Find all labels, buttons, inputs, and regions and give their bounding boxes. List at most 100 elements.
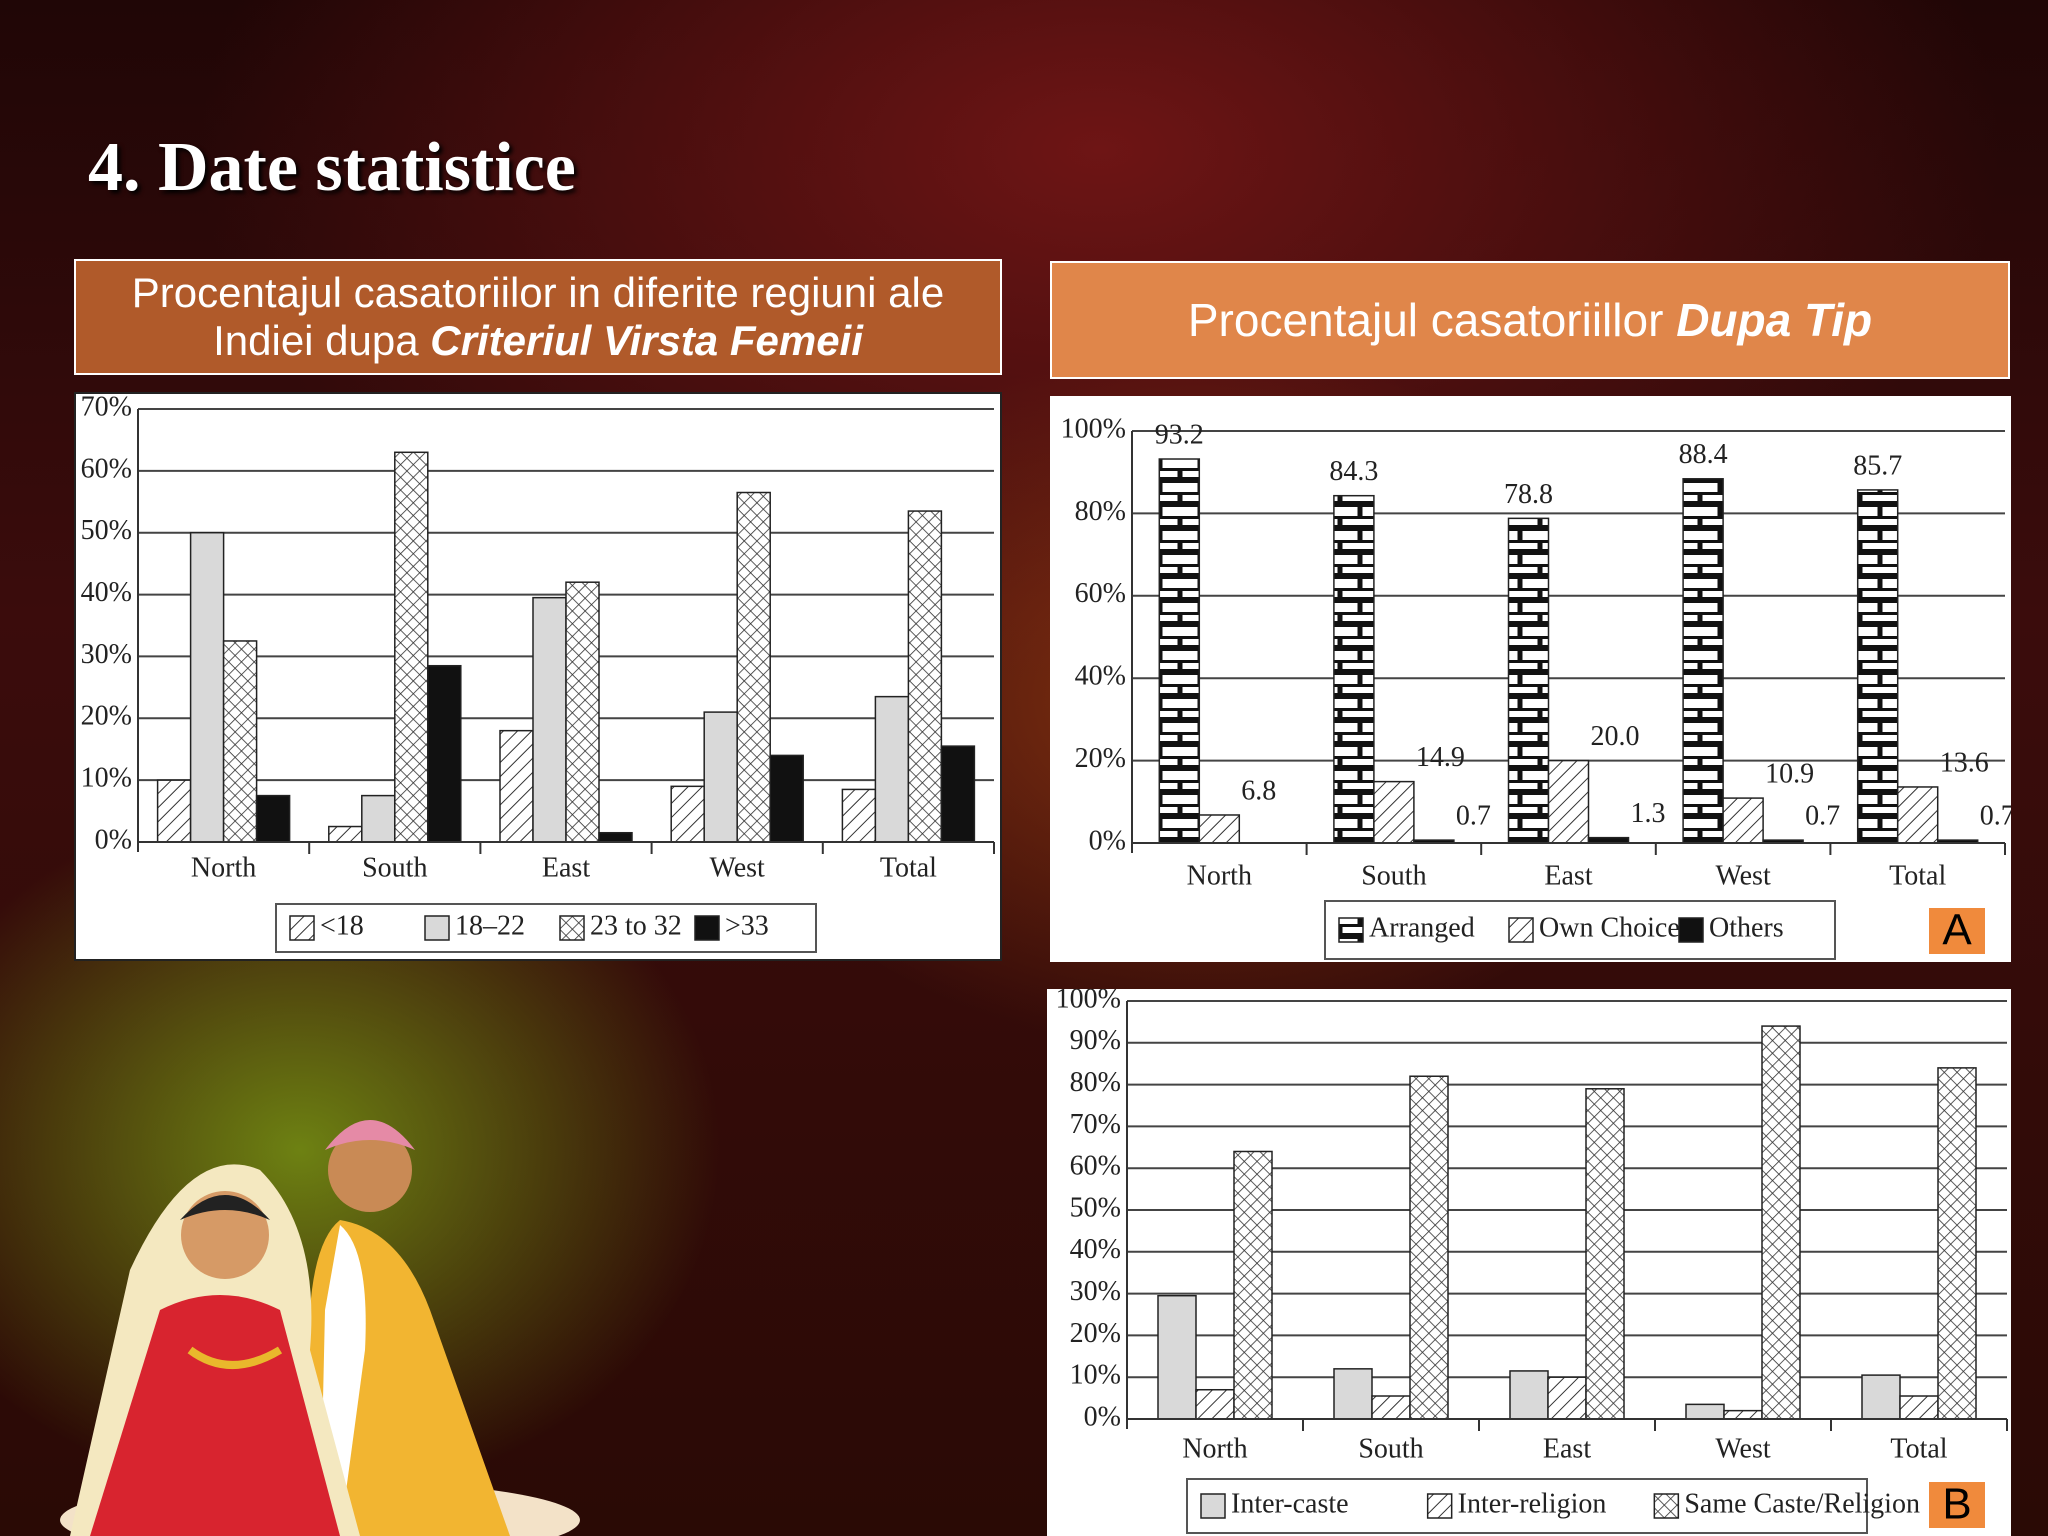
heading-plain: Procentajul casatoriilor in diferite reg… bbox=[131, 268, 945, 364]
x-tick-label: East bbox=[1544, 860, 1592, 891]
panel-label-box bbox=[1929, 908, 1985, 954]
y-tick-label: 100% bbox=[1056, 989, 1121, 1014]
x-tick-label: North bbox=[1182, 1433, 1247, 1464]
bar bbox=[394, 451, 429, 843]
bar bbox=[222, 640, 258, 843]
y-tick-label: 70% bbox=[81, 392, 132, 422]
legend-label: 18–22 bbox=[455, 910, 525, 941]
heading-text: Procentajul casatoriilor in diferite reg… bbox=[76, 269, 1000, 366]
y-tick-label: 70% bbox=[1070, 1109, 1121, 1140]
y-tick-label: 0% bbox=[1089, 825, 1126, 856]
y-tick-label: 10% bbox=[81, 763, 132, 794]
bar bbox=[1371, 1395, 1411, 1420]
data-label: 84.3 bbox=[1329, 456, 1378, 487]
y-tick-label: 40% bbox=[1075, 661, 1126, 692]
x-tick-label: South bbox=[1361, 860, 1426, 891]
y-tick-label: 60% bbox=[81, 453, 132, 484]
bar bbox=[1937, 1067, 1977, 1420]
bar bbox=[1861, 1374, 1901, 1420]
y-tick-label: 20% bbox=[81, 701, 132, 732]
type-chart-a: 0% 20% 40% 60% 80% 100% North 93.2 6.8 South 84.3 1… bbox=[1050, 396, 2011, 962]
bar bbox=[1682, 478, 1724, 844]
heading-text: Procentajul casatoriillor Dupa Tip bbox=[1188, 294, 1872, 347]
y-tick-label: 0% bbox=[1084, 1401, 1121, 1432]
bar bbox=[1685, 1403, 1725, 1420]
bar bbox=[1896, 786, 1939, 844]
x-tick-label: East bbox=[1543, 1433, 1591, 1464]
slide-title: 4. Date statistice bbox=[88, 129, 576, 206]
y-tick-label: 20% bbox=[1070, 1318, 1121, 1349]
data-label: 0.7 bbox=[1980, 801, 2011, 832]
bar bbox=[1198, 814, 1241, 844]
bar bbox=[940, 745, 976, 843]
y-tick-label: 30% bbox=[81, 639, 132, 670]
y-tick-label: 90% bbox=[1070, 1025, 1121, 1056]
bar bbox=[427, 664, 462, 843]
heading-plain: Procentajul casatoriillor bbox=[1187, 293, 1664, 346]
x-tick-label: South bbox=[362, 852, 427, 883]
y-tick-label: 0% bbox=[95, 824, 132, 855]
bar bbox=[1507, 517, 1550, 844]
y-tick-label: 60% bbox=[1075, 578, 1126, 609]
legend-swatch bbox=[1200, 1493, 1226, 1519]
y-tick-label: 40% bbox=[81, 577, 132, 608]
legend-swatch bbox=[559, 915, 585, 941]
legend-label: >33 bbox=[725, 910, 769, 941]
x-tick-label: North bbox=[191, 852, 256, 883]
bar bbox=[1157, 1294, 1197, 1420]
legend-swatch bbox=[1678, 917, 1704, 943]
bar bbox=[532, 596, 567, 843]
legend-label: Same Caste/Religion bbox=[1684, 1488, 1920, 1519]
panel-label-box bbox=[1929, 1482, 1985, 1528]
couple-illustration bbox=[60, 1120, 580, 1536]
data-label: 10.9 bbox=[1765, 759, 1814, 790]
x-tick-label: North bbox=[1187, 860, 1252, 891]
y-tick-label: 30% bbox=[1070, 1276, 1121, 1307]
y-tick-label: 80% bbox=[1075, 496, 1126, 527]
heading-emphasis: Dupa Tip bbox=[1676, 293, 1873, 346]
legend-swatch bbox=[694, 915, 720, 941]
y-tick-label: 50% bbox=[1070, 1192, 1121, 1223]
bar bbox=[598, 831, 633, 843]
x-tick-label: East bbox=[542, 852, 590, 883]
panel-label: B bbox=[1942, 1480, 1971, 1529]
x-tick-label: Total bbox=[1889, 860, 1946, 891]
y-tick-label: 80% bbox=[1070, 1067, 1121, 1098]
legend-label: Inter-religion bbox=[1458, 1488, 1607, 1519]
legend-swatch bbox=[1508, 917, 1534, 943]
bar bbox=[189, 531, 225, 843]
bar bbox=[499, 729, 534, 843]
data-label: 1.3 bbox=[1631, 798, 1666, 829]
legend-label: 23 to 32 bbox=[590, 910, 682, 941]
bar bbox=[874, 695, 910, 843]
x-tick-label: Total bbox=[880, 852, 937, 883]
legend-label: <18 bbox=[320, 910, 364, 941]
bar bbox=[769, 754, 804, 843]
chart-heading: Procentajul casatoriillor Dupa Tip bbox=[1050, 261, 2010, 379]
data-label: 20.0 bbox=[1591, 721, 1640, 752]
legend-label: Arranged bbox=[1369, 912, 1475, 943]
y-tick-label: 10% bbox=[1070, 1360, 1121, 1391]
x-tick-label: South bbox=[1358, 1433, 1423, 1464]
legend-box bbox=[1186, 1478, 1868, 1534]
legend-box bbox=[275, 903, 817, 953]
legend-swatch bbox=[424, 915, 450, 941]
bar bbox=[1585, 1088, 1625, 1420]
y-tick-label: 40% bbox=[1070, 1234, 1121, 1265]
x-tick-label: West bbox=[1715, 860, 1771, 891]
legend-swatch bbox=[1338, 917, 1364, 943]
bar bbox=[565, 581, 600, 843]
panel-label: A bbox=[1942, 906, 1972, 955]
bar bbox=[1547, 1376, 1587, 1420]
bar bbox=[1509, 1370, 1549, 1420]
bar bbox=[1722, 797, 1764, 844]
bar bbox=[1333, 494, 1375, 844]
data-label: 13.6 bbox=[1940, 747, 1989, 778]
bar bbox=[1158, 458, 1201, 844]
y-tick-label: 20% bbox=[1075, 743, 1126, 774]
bar bbox=[1761, 1025, 1801, 1420]
bar bbox=[1333, 1368, 1373, 1420]
bar bbox=[1899, 1395, 1939, 1420]
bar bbox=[156, 779, 192, 843]
